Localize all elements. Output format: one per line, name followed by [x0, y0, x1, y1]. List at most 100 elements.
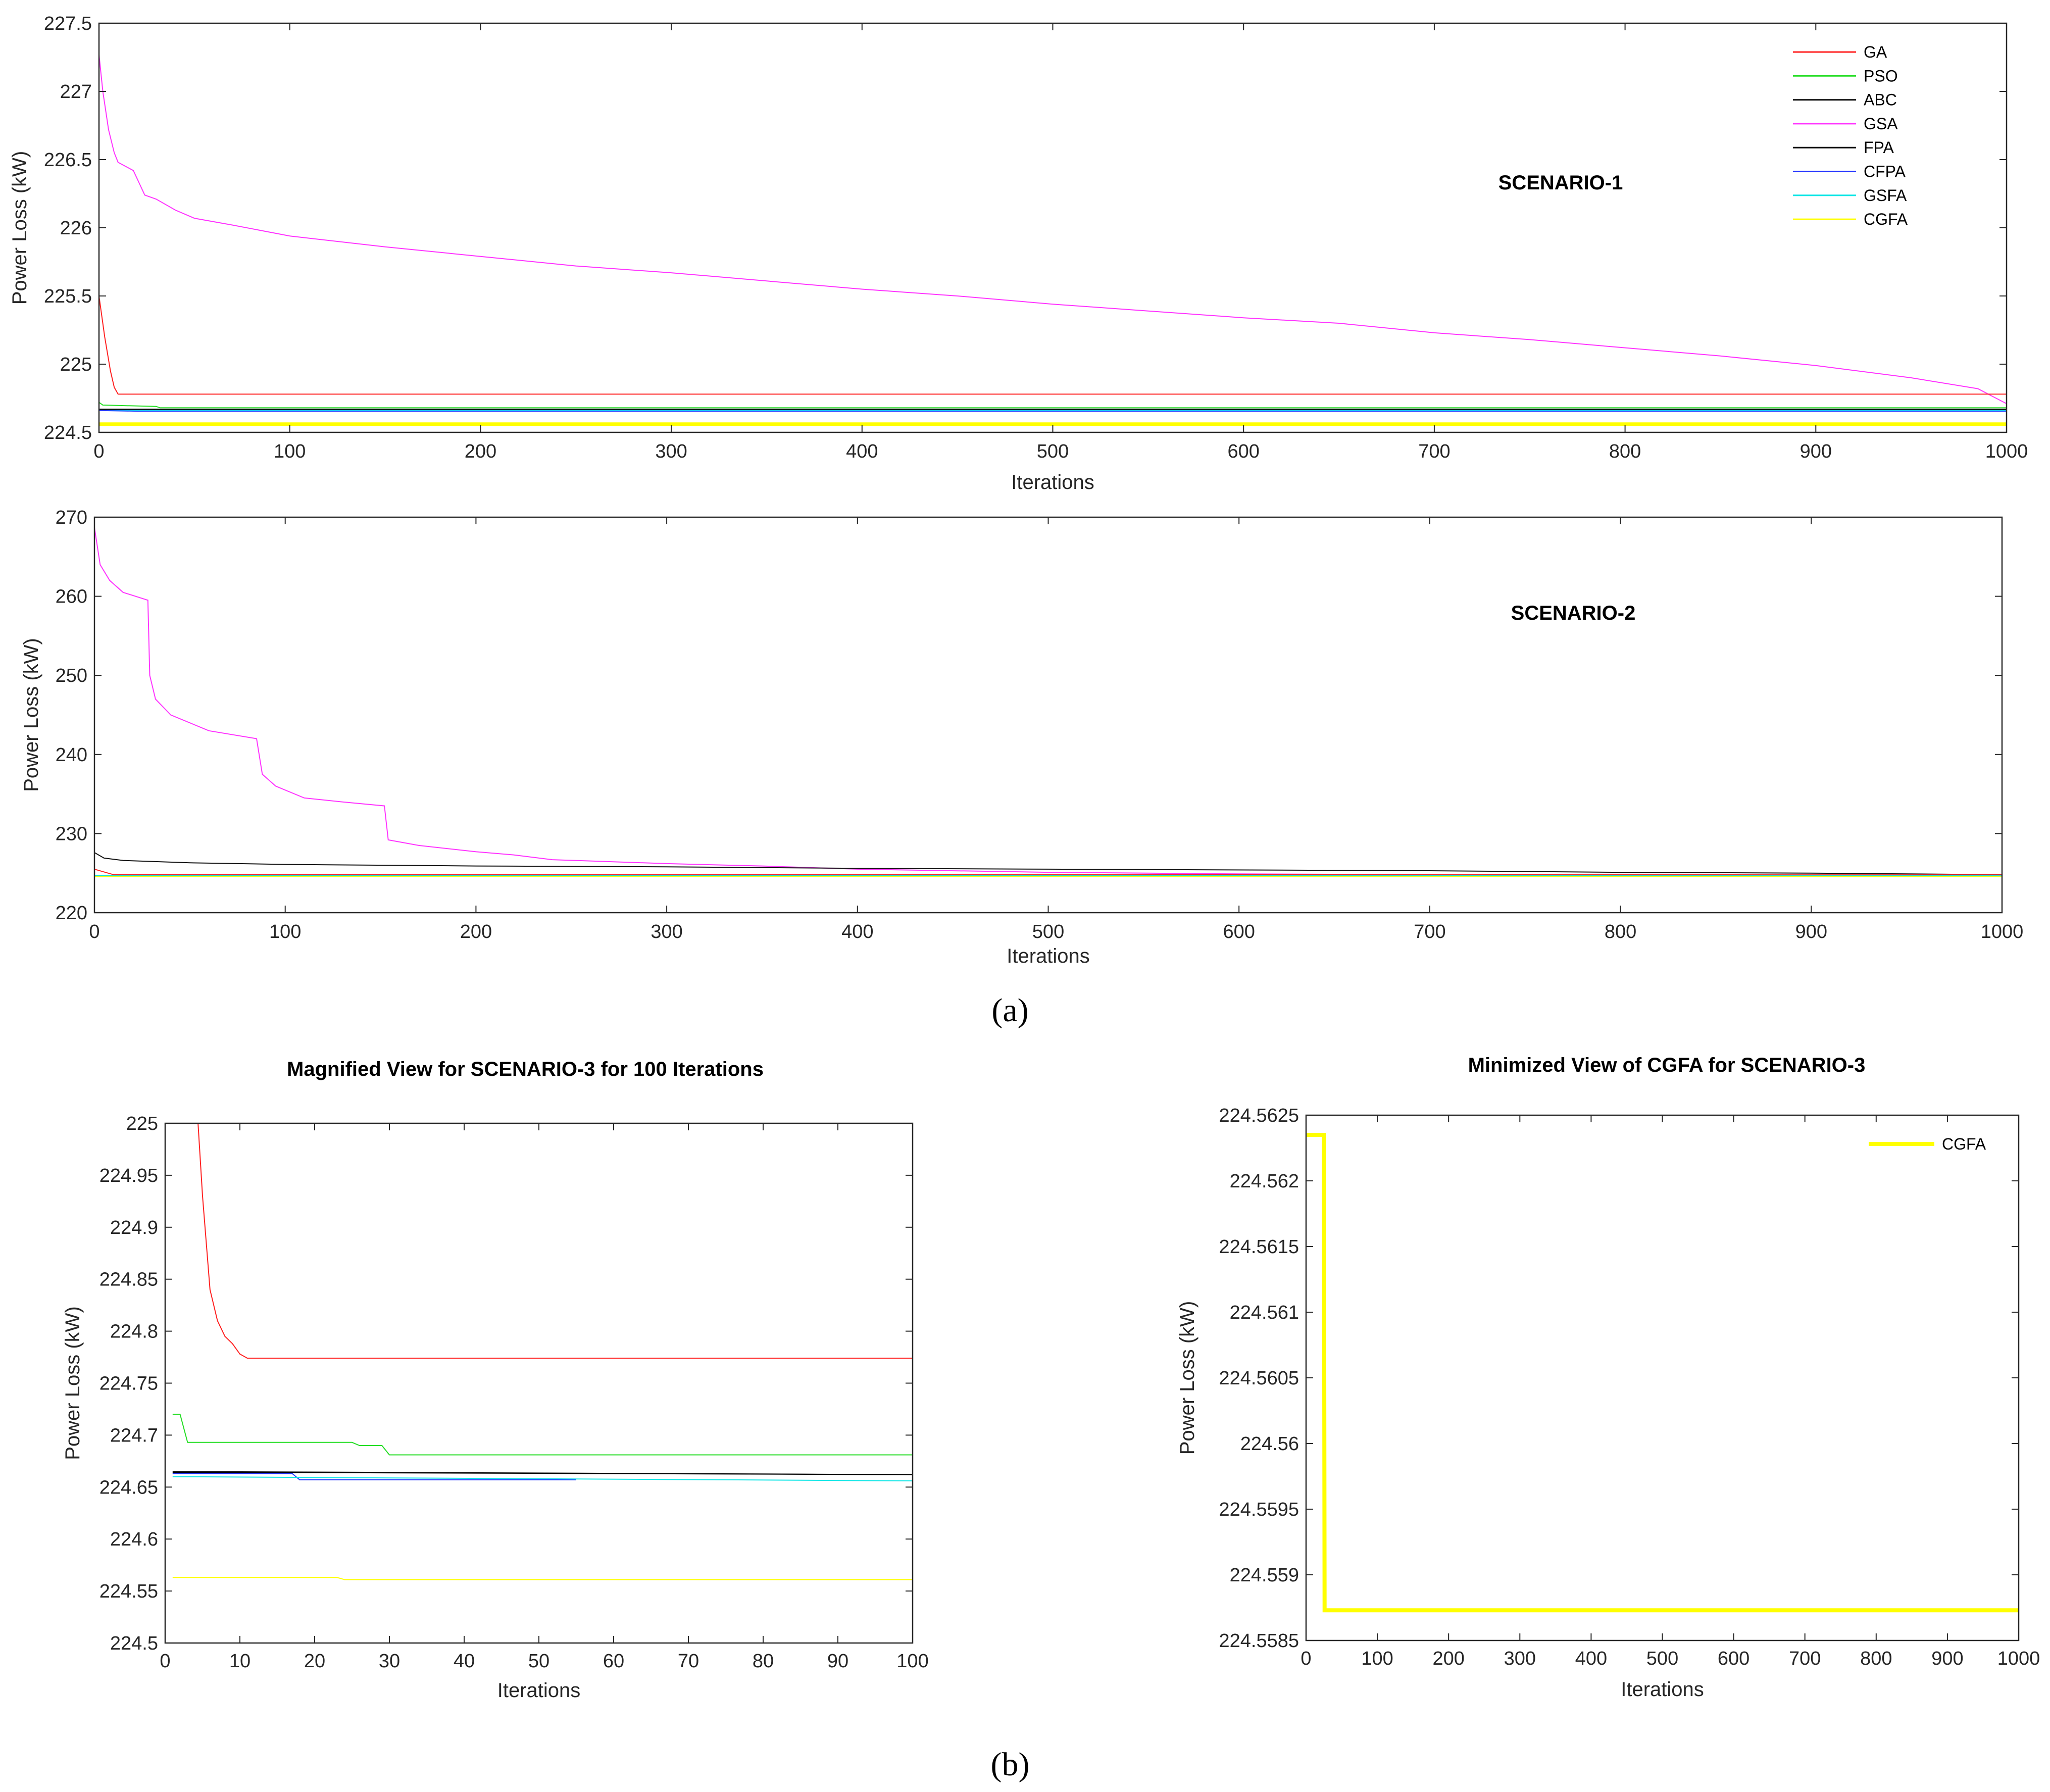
y-tick-label: 224.562	[1230, 1171, 1299, 1192]
x-tick-label: 20	[304, 1651, 325, 1672]
series-line-cfpa	[172, 1473, 576, 1480]
series-line-cgfa	[172, 1577, 913, 1580]
x-tick-label: 70	[678, 1651, 699, 1672]
y-tick-label: 224.5585	[1219, 1630, 1299, 1652]
x-tick-label: 500	[1037, 441, 1069, 462]
x-tick-label: 90	[827, 1651, 848, 1672]
x-tick-label: 0	[89, 921, 99, 942]
x-tick-label: 300	[1504, 1648, 1536, 1669]
x-tick-label: 100	[896, 1651, 928, 1672]
y-tick-label: 250	[56, 665, 87, 686]
x-tick-label: 200	[465, 441, 496, 462]
x-tick-label: 500	[1646, 1648, 1678, 1669]
legend-label-gsfa: GSFA	[1864, 186, 1907, 205]
x-tick-label: 900	[1800, 441, 1832, 462]
legend: GA PSO ABC GSA FPA CFPA GSFA CGFA	[1793, 43, 1908, 228]
legend-label-abc: ABC	[1864, 91, 1897, 109]
y-tick-label: 224.5595	[1219, 1499, 1299, 1520]
series-line-ga	[197, 1123, 913, 1359]
y-tick-label: 224.6	[110, 1529, 158, 1550]
y-tick-label: 220	[56, 903, 87, 924]
y-tick-label: 224.55	[99, 1581, 158, 1602]
x-tick-label: 800	[1609, 441, 1641, 462]
y-tick-label: 224.5625	[1219, 1105, 1299, 1126]
x-tick-label: 700	[1414, 921, 1445, 942]
x-tick-label: 400	[841, 921, 873, 942]
x-tick-label: 50	[528, 1651, 549, 1672]
series-group	[1307, 1133, 2019, 1613]
series-line-pso	[99, 402, 2007, 409]
caption-b: (b)	[991, 1746, 1030, 1783]
y-tick-label: 224.559	[1230, 1565, 1299, 1586]
x-tick-label: 100	[269, 921, 301, 942]
x-tick-label: 300	[655, 441, 687, 462]
chart-scenario2: 0 100 200 300 400 500 600 700 800 900 1000 220 230 24…	[20, 507, 2023, 967]
legend-label-cgfa: CGFA	[1864, 210, 1908, 228]
x-tick-label: 100	[274, 441, 306, 462]
legend-label-ga: GA	[1864, 43, 1887, 61]
y-tick-label: 224.5615	[1219, 1236, 1299, 1258]
x-axis-label: Iterations	[1011, 471, 1094, 493]
y-tick-label: 227.5	[44, 13, 92, 34]
y-tick-label: 224.561	[1230, 1302, 1299, 1323]
x-tick-label: 100	[1361, 1648, 1393, 1669]
x-tick-label: 800	[1605, 921, 1636, 942]
series-group	[94, 527, 2002, 877]
x-tick-label: 600	[1223, 921, 1255, 942]
x-tick-label: 700	[1418, 441, 1450, 462]
caption-a: (a)	[991, 992, 1028, 1029]
y-tick-label: 227	[60, 81, 92, 103]
series-line-gsfa	[172, 1476, 913, 1481]
chart-title: SCENARIO-1	[1498, 172, 1623, 194]
y-tick-label: 224.7	[110, 1425, 158, 1446]
legend-label-gsa: GSA	[1864, 115, 1898, 133]
legend-label-cfpa: CFPA	[1864, 163, 1906, 181]
chart-scenario3-magnified: 0 10 20 30 40 50 60 70 80 90 100 224.5 224.55 224.6 22…	[62, 1058, 929, 1702]
y-tick-label: 224.75	[99, 1373, 158, 1395]
x-tick-label: 60	[603, 1651, 624, 1672]
x-tick-label: 200	[460, 921, 492, 942]
chart-title: Magnified View for SCENARIO-3 for 100 It…	[287, 1058, 764, 1080]
series-line-gsa	[99, 54, 2007, 405]
chart-scenario1: 0 100 200 300 400 500 600 700 800 900 1000 224.5 225…	[9, 13, 2028, 493]
plot-area	[165, 1123, 913, 1643]
legend: CGFA	[1869, 1135, 1986, 1153]
y-tick-label: 226.5	[44, 150, 92, 171]
y-tick-label: 225.5	[44, 286, 92, 307]
y-axis-label: Power Loss (kW)	[9, 151, 31, 305]
y-tick-label: 224.95	[99, 1165, 158, 1186]
legend-label-cgfa: CGFA	[1942, 1135, 1986, 1153]
y-tick-label: 226	[60, 218, 92, 239]
x-tick-label: 700	[1789, 1648, 1821, 1669]
x-tick-label: 300	[651, 921, 682, 942]
chart-title: Minimized View of CGFA for SCENARIO-3	[1468, 1054, 1866, 1076]
y-tick-label: 224.9	[110, 1217, 158, 1238]
x-tick-label: 0	[160, 1651, 170, 1672]
series-line-ga	[99, 295, 2007, 395]
y-tick-label: 240	[56, 744, 87, 766]
y-tick-label: 224.5605	[1219, 1368, 1299, 1389]
x-tick-label: 0	[1301, 1648, 1311, 1669]
x-tick-label: 400	[1575, 1648, 1607, 1669]
x-tick-label: 800	[1860, 1648, 1892, 1669]
series-line-abc	[94, 852, 2002, 875]
x-tick-label: 30	[379, 1651, 400, 1672]
x-tick-label: 400	[846, 441, 878, 462]
y-tick-label: 225	[126, 1113, 158, 1134]
chart-title: SCENARIO-2	[1511, 602, 1636, 624]
y-tick-label: 224.56	[1240, 1433, 1299, 1455]
y-tick-label: 224.85	[99, 1269, 158, 1290]
x-tick-label: 1000	[1981, 921, 2024, 942]
x-tick-label: 40	[454, 1651, 475, 1672]
x-tick-label: 0	[93, 441, 104, 462]
x-tick-label: 600	[1718, 1648, 1749, 1669]
x-tick-label: 1000	[1985, 441, 2028, 462]
x-tick-label: 900	[1931, 1648, 1963, 1669]
y-tick-label: 224.65	[99, 1477, 158, 1498]
series-line-cgfa	[1307, 1133, 2019, 1613]
x-tick-label: 1000	[1997, 1648, 2040, 1669]
y-axis-label: Power Loss (kW)	[1176, 1301, 1198, 1455]
y-tick-label: 224.8	[110, 1321, 158, 1342]
x-tick-label: 200	[1432, 1648, 1464, 1669]
